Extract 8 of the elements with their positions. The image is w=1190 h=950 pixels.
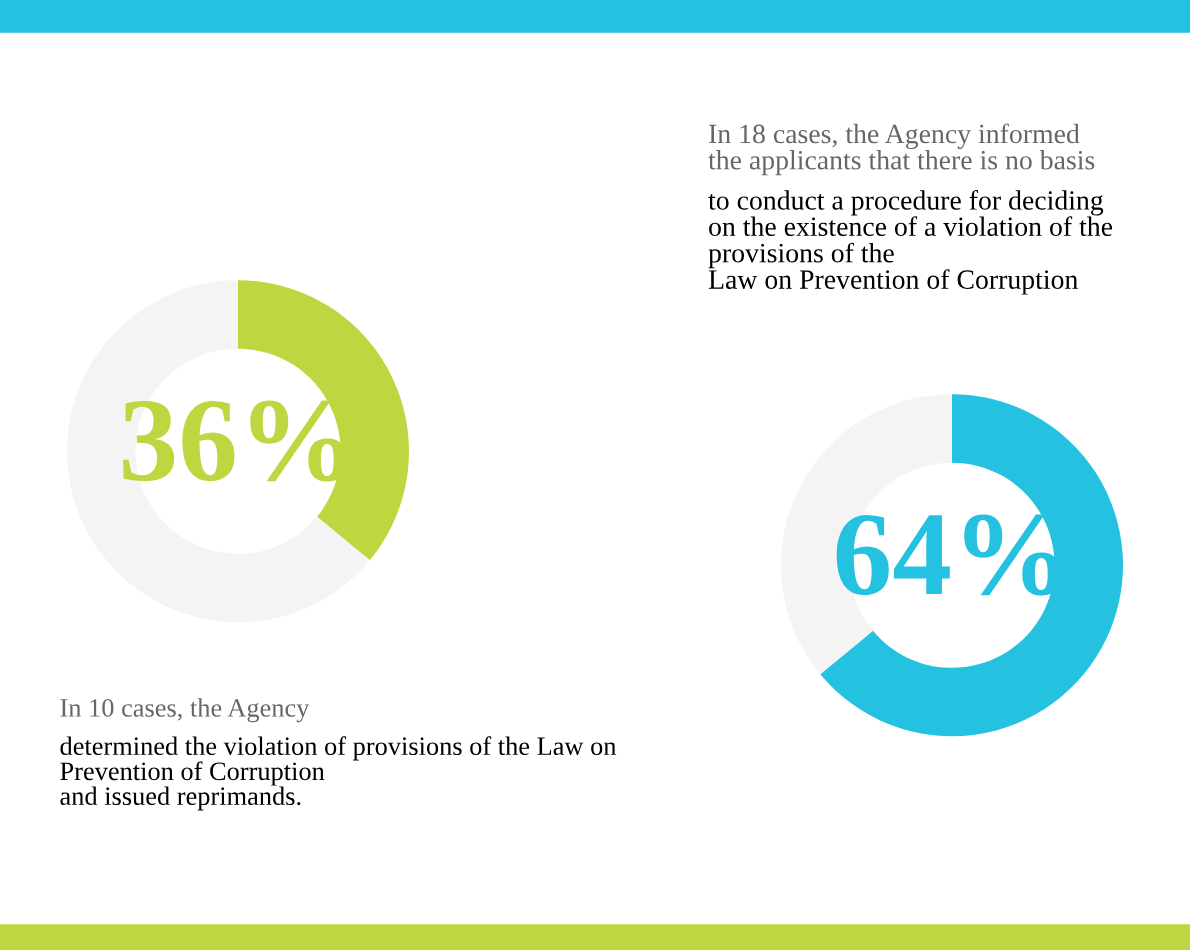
text: determined the violation of provisions of the Law on Prevention of Corruption and issued reprimands. xyxy=(60,736,617,811)
text: In 10 cases, the Agency xyxy=(60,698,310,723)
donut-slice xyxy=(67,280,370,623)
donut-slice xyxy=(820,394,1123,737)
data-label: 36% xyxy=(123,400,347,482)
text: to conduct a procedure for deciding on the existence of a violation of the provisions of the Law on Prevention of Corruption xyxy=(708,190,1113,295)
text: In 18 cases, the Agency informed the applicants that there is no basis xyxy=(708,123,1095,176)
data-label: 64% xyxy=(836,514,1061,596)
